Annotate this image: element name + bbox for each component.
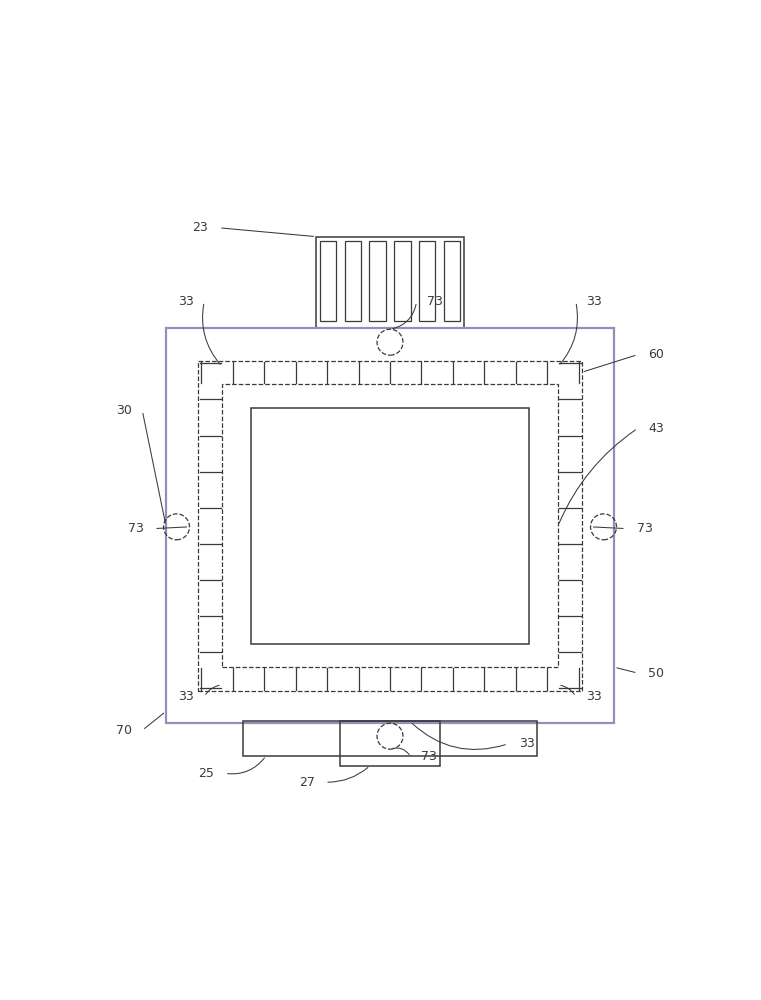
Bar (166, 328, 614, 723)
Text: 73: 73 (128, 522, 144, 535)
Text: 33: 33 (178, 690, 193, 703)
Text: 33: 33 (178, 295, 193, 308)
Bar (345, 241, 361, 321)
Bar (251, 408, 529, 644)
Text: 23: 23 (193, 221, 209, 234)
Bar (317, 237, 463, 328)
Text: 60: 60 (648, 348, 664, 361)
Bar (243, 721, 537, 756)
Text: 30: 30 (116, 404, 132, 417)
Bar (320, 241, 336, 321)
Bar (222, 384, 558, 667)
Bar (394, 241, 411, 321)
Text: 70: 70 (116, 724, 132, 737)
Text: 50: 50 (648, 667, 664, 680)
Text: 33: 33 (587, 690, 602, 703)
Text: 73: 73 (636, 522, 652, 535)
Bar (419, 241, 435, 321)
Text: 33: 33 (518, 737, 534, 750)
Text: 33: 33 (587, 295, 602, 308)
Text: 43: 43 (648, 422, 664, 435)
Bar (199, 361, 581, 691)
Bar (444, 241, 460, 321)
Text: 25: 25 (199, 767, 215, 780)
Text: 73: 73 (422, 750, 437, 763)
Bar (340, 721, 440, 766)
Text: 73: 73 (427, 295, 443, 308)
Text: 27: 27 (298, 776, 314, 789)
Bar (369, 241, 386, 321)
